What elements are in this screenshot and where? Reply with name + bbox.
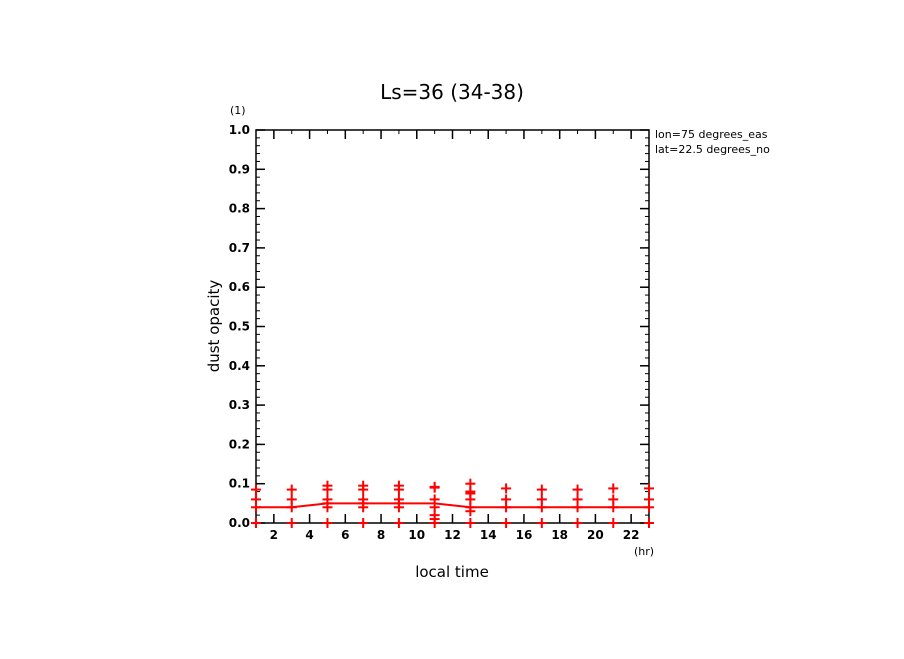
y-tick-label: 0.5 [229, 320, 250, 334]
data-point-marker [251, 494, 261, 505]
y-tick-label: 0.3 [229, 398, 250, 412]
x-tick-label: 18 [551, 528, 568, 542]
data-series [251, 478, 654, 528]
data-point-marker [251, 518, 261, 528]
x-tick-label: 14 [480, 528, 497, 542]
plot-frame [255, 129, 650, 524]
y-tick-label: 0.6 [229, 280, 250, 294]
data-point-marker [644, 518, 654, 528]
lon-annotation: lon=75 degrees_eas [655, 128, 768, 141]
x-tick-label: 10 [408, 528, 425, 542]
chart-title: Ls=36 (34-38) [380, 80, 524, 104]
y-axis-label: dust opacity [205, 280, 223, 373]
x-tick-labels: 2 4 6 8 10 12 14 16 18 20 22 [270, 528, 640, 542]
y-tick-label: 1.0 [229, 123, 250, 137]
data-point-marker [536, 518, 547, 528]
y-unit-label: (1) [230, 104, 246, 117]
axis-ticks [255, 129, 650, 524]
data-point-marker [322, 494, 333, 505]
data-point-marker [572, 518, 583, 528]
data-point-marker [536, 484, 547, 495]
lat-annotation: lat=22.5 degrees_no [655, 143, 770, 156]
data-point-marker [358, 494, 369, 505]
data-point-marker [251, 484, 261, 495]
y-tick-label: 0.7 [229, 241, 250, 255]
x-tick-label: 6 [341, 528, 349, 542]
x-tick-label: 4 [305, 528, 313, 542]
data-point-marker [644, 483, 654, 494]
data-point-marker [358, 518, 369, 528]
y-tick-label: 0.0 [229, 516, 250, 530]
data-point-marker [322, 480, 333, 491]
data-point-marker [286, 518, 297, 528]
data-point-marker [536, 494, 547, 505]
y-tick-label: 0.2 [229, 437, 250, 451]
data-point-marker [429, 481, 440, 492]
data-point-marker [572, 494, 583, 505]
x-tick-label: 12 [444, 528, 461, 542]
mean-line [256, 502, 649, 509]
x-tick-label: 8 [377, 528, 385, 542]
data-point-marker [465, 518, 476, 528]
x-tick-label: 22 [623, 528, 640, 542]
data-point-marker [501, 483, 512, 494]
data-point-marker [393, 494, 404, 505]
data-point-marker [608, 518, 619, 528]
data-point-marker [608, 494, 619, 505]
data-point-marker [286, 494, 297, 505]
y-tick-label: 0.4 [229, 359, 250, 373]
x-unit-label: (hr) [634, 545, 654, 558]
x-tick-label: 20 [587, 528, 604, 542]
data-point-marker [501, 518, 512, 528]
x-axis-label: local time [415, 563, 489, 581]
data-point-marker [322, 518, 333, 528]
x-tick-label: 16 [516, 528, 533, 542]
data-point-marker [286, 484, 297, 495]
data-point-marker [429, 494, 440, 505]
y-tick-label: 0.8 [229, 202, 250, 216]
data-point-marker [572, 484, 583, 495]
data-point-marker [501, 494, 512, 505]
y-tick-label: 0.1 [229, 477, 250, 491]
data-point-marker [393, 518, 404, 528]
y-tick-label: 0.9 [229, 162, 250, 176]
data-point-marker [465, 478, 476, 489]
data-point-marker [393, 480, 404, 491]
data-point-marker [608, 483, 619, 494]
y-tick-labels: 0.0 0.1 0.2 0.3 0.4 0.5 0.6 0.7 0.8 0.9 1.0 [229, 123, 250, 530]
x-tick-label: 2 [270, 528, 278, 542]
data-point-marker [644, 494, 654, 505]
data-point-marker [358, 480, 369, 491]
